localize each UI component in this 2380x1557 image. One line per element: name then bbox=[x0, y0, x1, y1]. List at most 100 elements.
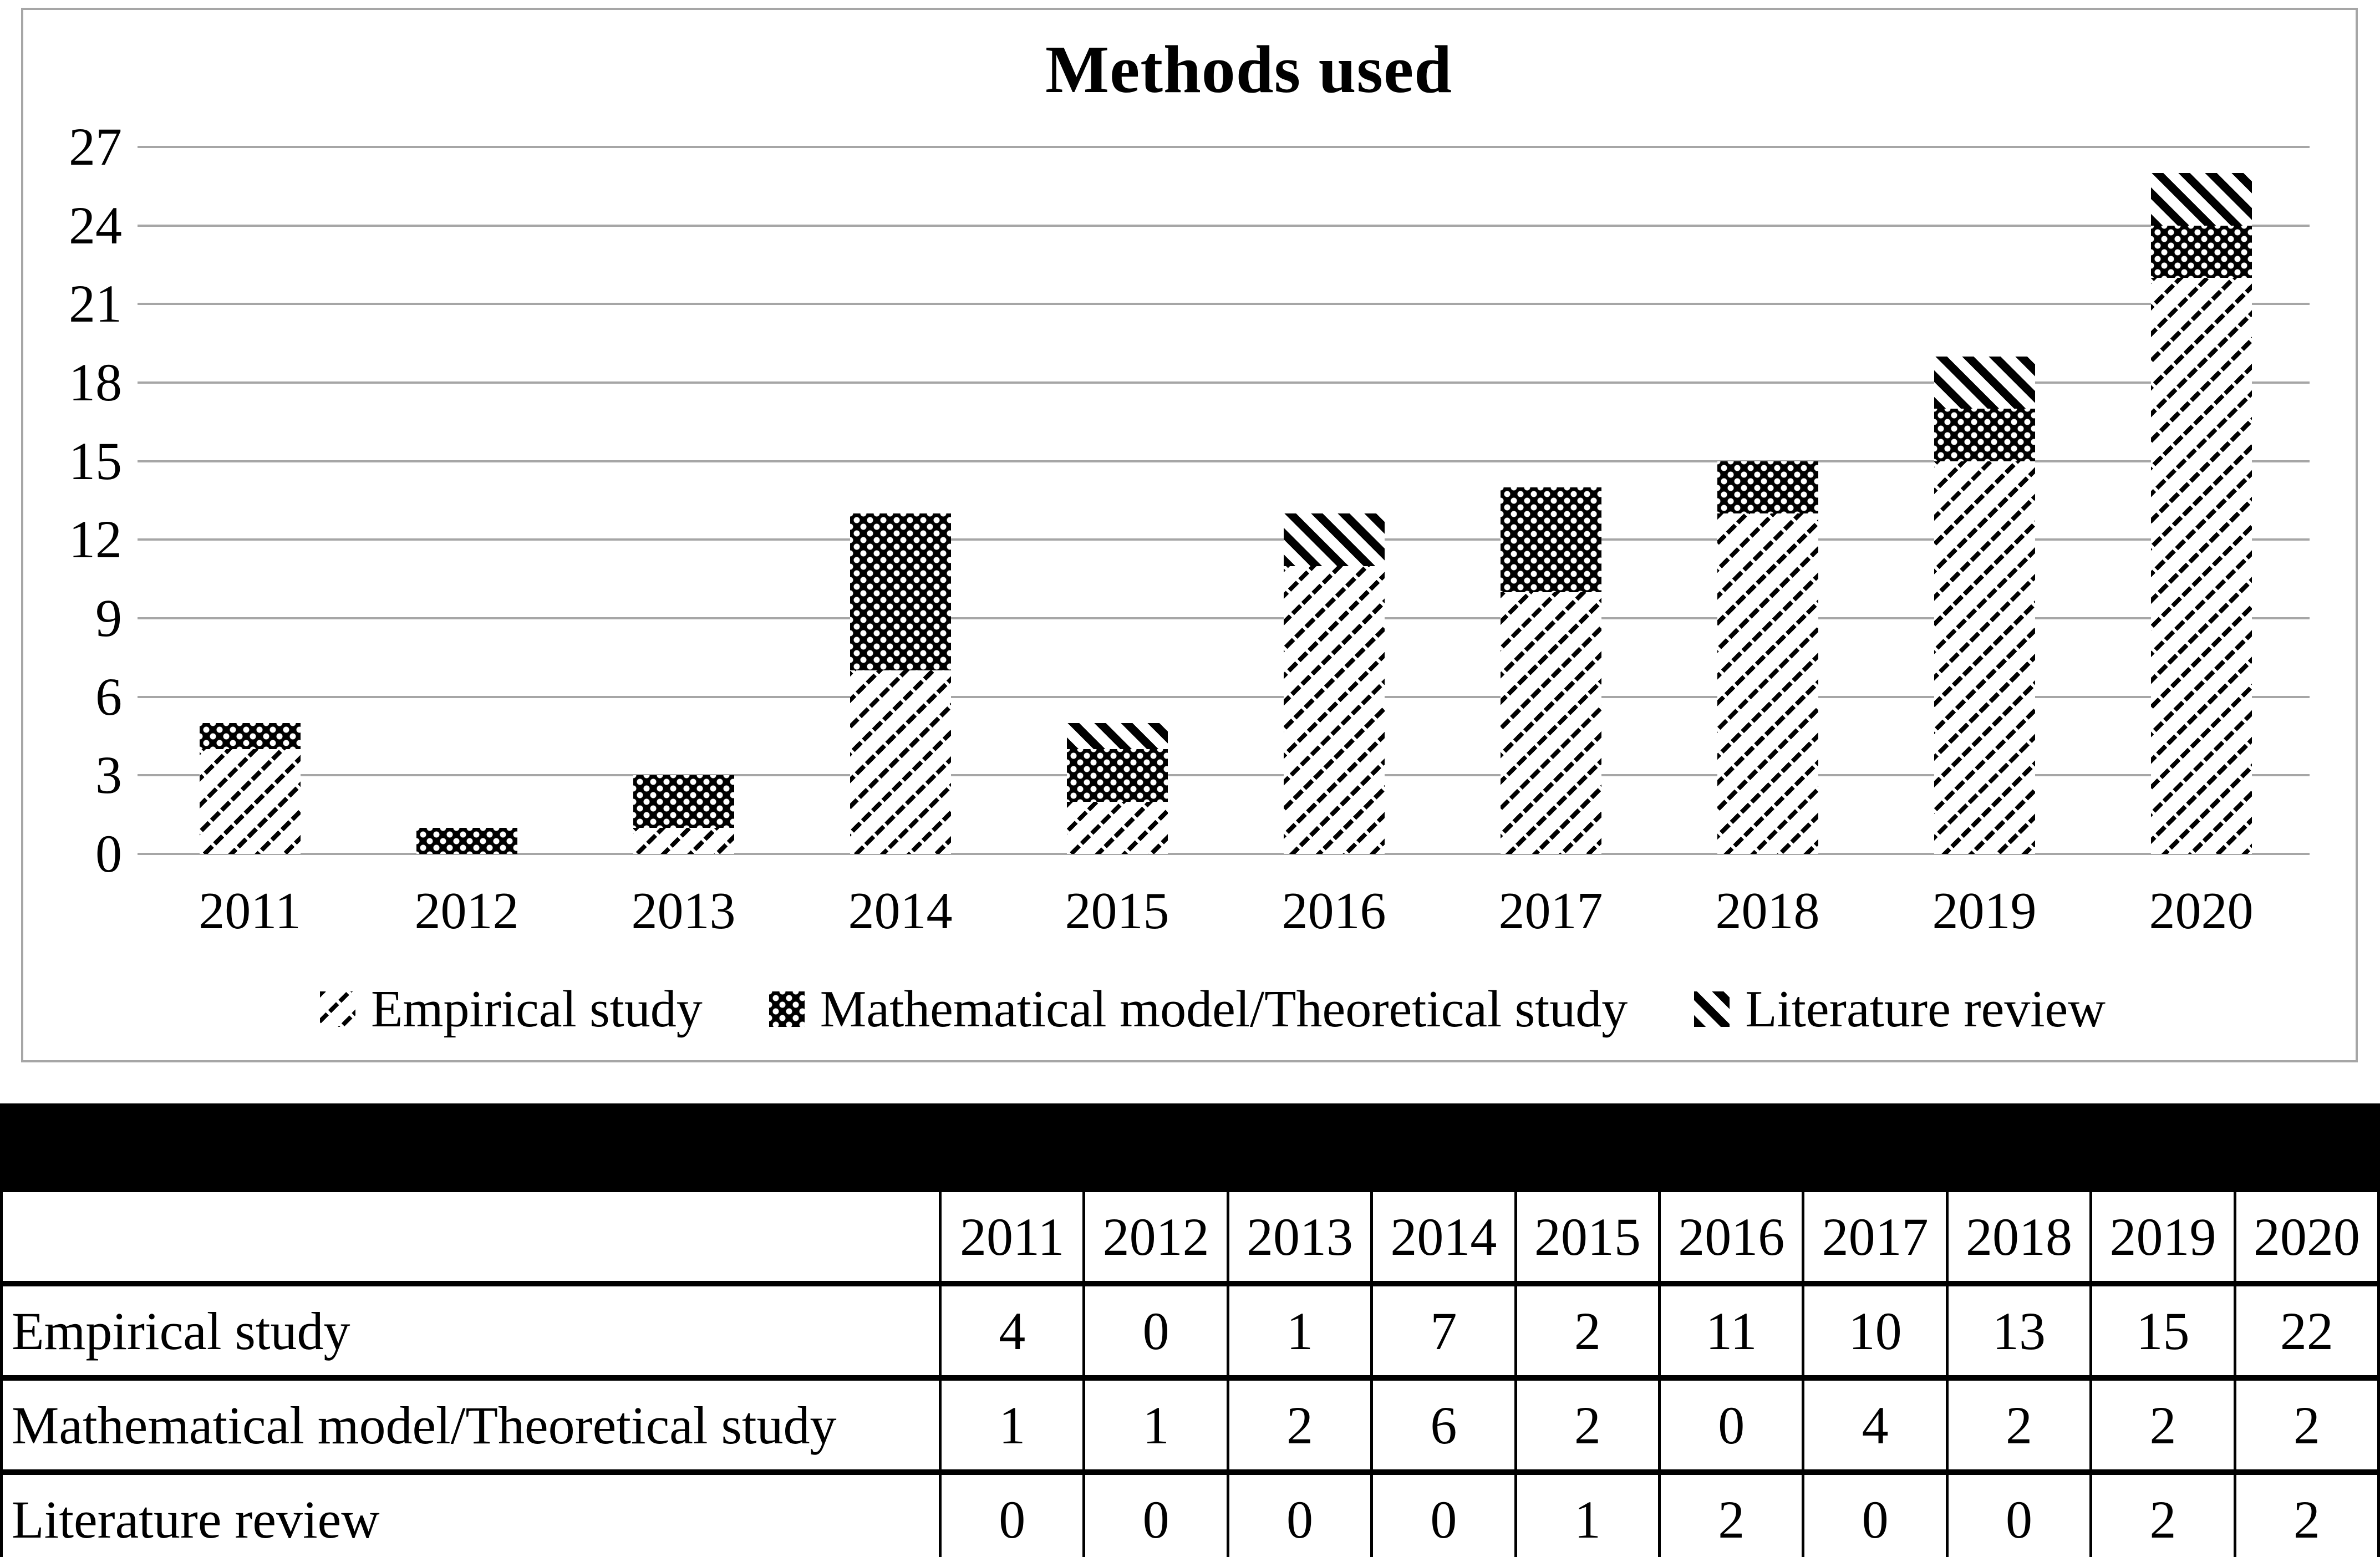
table-year-header-cell: 2019 bbox=[2089, 1192, 2234, 1281]
table-value-cell: 22 bbox=[2233, 1286, 2378, 1375]
bar-segment-dot bbox=[199, 722, 301, 750]
table-value-cell: 7 bbox=[1370, 1286, 1514, 1375]
bar-segment-dot bbox=[1066, 749, 1168, 802]
table-year-header-cell: 2020 bbox=[2233, 1192, 2378, 1281]
bar-segment-dot bbox=[850, 513, 951, 671]
bar-segment-lit bbox=[2150, 173, 2252, 226]
y-gridline bbox=[138, 146, 2310, 148]
legend-item-empirical-study: Empirical study bbox=[319, 976, 703, 1042]
bar-segment-lit bbox=[1066, 722, 1168, 750]
table-value-cell: 1 bbox=[1082, 1381, 1227, 1469]
table-value-cell: 0 bbox=[1802, 1475, 1946, 1557]
bar-segment-emp bbox=[1717, 513, 1818, 854]
chart-title: Methods used bbox=[1045, 32, 1452, 107]
y-gridline bbox=[138, 538, 2310, 541]
x-axis-category-label: 2020 bbox=[2149, 882, 2254, 940]
x-axis-category-label: 2018 bbox=[1715, 882, 1820, 940]
table-value-cell: 10 bbox=[1802, 1286, 1946, 1375]
mathematical-model-pattern-swatch-icon bbox=[769, 991, 805, 1027]
bar-segment-emp bbox=[1066, 801, 1168, 854]
legend-label: Literature review bbox=[1745, 980, 2106, 1038]
y-axis-tick-label: 15 bbox=[69, 431, 122, 491]
bar-segment-dot bbox=[633, 775, 734, 828]
table-year-header-cell: 2012 bbox=[1082, 1192, 1227, 1281]
y-axis-tick-label: 0 bbox=[95, 824, 122, 883]
bar-segment-emp bbox=[1500, 592, 1601, 854]
y-gridline bbox=[138, 224, 2310, 227]
y-axis-tick-label: 3 bbox=[95, 745, 122, 805]
empirical-study-pattern-swatch-icon bbox=[319, 991, 355, 1027]
table-row-label: Empirical study bbox=[3, 1286, 939, 1375]
x-axis-category-label: 2016 bbox=[1281, 882, 1386, 940]
data-table: 2011 2012 2013 2014 2015 2016 2017 2018 2019 2020… bbox=[0, 1103, 2380, 1557]
bar-segment-emp bbox=[633, 827, 734, 854]
chart-legend: Empirical study Mathematical model/Theor… bbox=[101, 976, 2325, 1042]
table-value-cell: 0 bbox=[1658, 1381, 1802, 1469]
legend-label: Mathematical model/Theoretical study bbox=[820, 980, 1628, 1038]
x-axis-category-label: 2012 bbox=[414, 882, 519, 940]
table-row-label bbox=[3, 1192, 939, 1281]
x-axis-category-label: 2014 bbox=[848, 882, 953, 940]
table-value-cell: 0 bbox=[1082, 1286, 1227, 1375]
table-value-cell: 15 bbox=[2089, 1286, 2234, 1375]
x-axis-category-label: 2015 bbox=[1065, 882, 1169, 940]
table-value-cell: 11 bbox=[1658, 1286, 1802, 1375]
legend-item-literature-review: Literature review bbox=[1694, 976, 2106, 1042]
bar-segment-emp bbox=[199, 749, 301, 854]
table-year-header-row: 2011 2012 2013 2014 2015 2016 2017 2018 2019 2020 bbox=[3, 1192, 2378, 1286]
table-value-row: Empirical study 4 0 1 7 2 11 10 13 15 22 bbox=[3, 1286, 2378, 1381]
y-gridline bbox=[138, 303, 2310, 306]
table-value-cell: 0 bbox=[939, 1475, 1083, 1557]
y-gridline bbox=[138, 695, 2310, 698]
y-axis-tick-label: 21 bbox=[69, 274, 122, 334]
table-value-cell: 0 bbox=[1226, 1475, 1371, 1557]
table-value-row: Mathematical model/Theoretical study 1 1 2 6… bbox=[3, 1381, 2378, 1475]
y-axis-tick-label: 9 bbox=[95, 588, 122, 648]
table-value-row: Literature review 0 0 0 0 1 2 0 0 2 2 bbox=[3, 1475, 2378, 1557]
table-year-header-cell: 2017 bbox=[1802, 1192, 1946, 1281]
legend-item-mathematical-model: Mathematical model/Theoretical study bbox=[769, 976, 1628, 1042]
bar-segment-emp bbox=[850, 670, 951, 854]
table-value-cell: 2 bbox=[1658, 1475, 1802, 1557]
table-value-cell: 1 bbox=[1514, 1475, 1659, 1557]
bar-segment-dot bbox=[416, 827, 517, 854]
y-axis-tick-label: 27 bbox=[69, 117, 122, 176]
table-value-cell: 2 bbox=[2233, 1381, 2378, 1469]
y-axis-tick-label: 18 bbox=[69, 353, 122, 412]
table-value-cell: 0 bbox=[1945, 1475, 2090, 1557]
table-value-cell: 13 bbox=[1945, 1286, 2090, 1375]
x-axis-category-label: 2017 bbox=[1498, 882, 1603, 940]
table-value-cell: 1 bbox=[939, 1381, 1083, 1469]
table-value-cell: 2 bbox=[2233, 1475, 2378, 1557]
table-year-header-cell: 2015 bbox=[1514, 1192, 1659, 1281]
x-axis-category-label: 2019 bbox=[1932, 882, 2037, 940]
table-year-header-cell: 2014 bbox=[1370, 1192, 1514, 1281]
literature-review-pattern-swatch-icon bbox=[1694, 991, 1730, 1027]
table-black-header-row bbox=[3, 1103, 2377, 1192]
table-year-header-cell: 2011 bbox=[939, 1192, 1083, 1281]
table-value-cell: 0 bbox=[1370, 1475, 1514, 1557]
table-value-cell: 0 bbox=[1082, 1475, 1227, 1557]
table-value-cell: 2 bbox=[2089, 1381, 2234, 1469]
table-year-header-cell: 2013 bbox=[1226, 1192, 1371, 1281]
table-year-header-cell: 2018 bbox=[1945, 1192, 2090, 1281]
y-gridline bbox=[138, 617, 2310, 619]
table-value-cell: 2 bbox=[1514, 1286, 1659, 1375]
bar-segment-dot bbox=[1500, 487, 1601, 592]
y-gridline bbox=[138, 460, 2310, 462]
y-axis-tick-label: 12 bbox=[69, 510, 122, 569]
y-gridline bbox=[138, 381, 2310, 384]
bar-segment-dot bbox=[2150, 225, 2252, 278]
table-value-cell: 2 bbox=[1226, 1381, 1371, 1469]
bar-segment-emp bbox=[2150, 278, 2252, 854]
bar-segment-emp bbox=[1283, 566, 1385, 854]
table-value-cell: 1 bbox=[1226, 1286, 1371, 1375]
table-row-label: Mathematical model/Theoretical study bbox=[3, 1381, 939, 1469]
bar-segment-dot bbox=[1717, 461, 1818, 514]
bar-segment-lit bbox=[1283, 513, 1385, 566]
bar-segment-dot bbox=[1934, 409, 2035, 461]
table-value-cell: 2 bbox=[1514, 1381, 1659, 1469]
y-gridline bbox=[138, 774, 2310, 777]
table-value-cell: 4 bbox=[1802, 1381, 1946, 1469]
